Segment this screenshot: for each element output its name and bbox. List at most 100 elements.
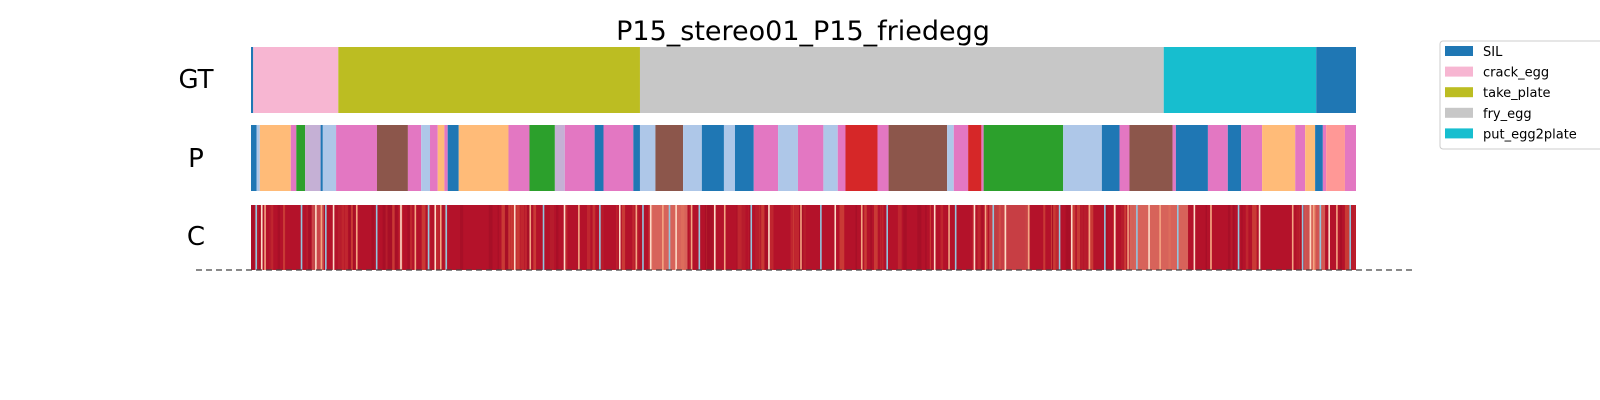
confidence-low-mark bbox=[690, 205, 693, 270]
confidence-texture bbox=[407, 205, 413, 270]
confidence-texture bbox=[501, 205, 505, 270]
confidence-texture bbox=[632, 205, 637, 270]
confidence-texture bbox=[616, 205, 618, 270]
pred-segment bbox=[290, 125, 297, 191]
confidence-texture bbox=[986, 205, 988, 270]
legend-label: put_egg2plate bbox=[1483, 127, 1577, 142]
confidence-texture bbox=[371, 205, 375, 270]
confidence-texture bbox=[593, 205, 595, 270]
confidence-texture bbox=[346, 205, 348, 270]
confidence-texture bbox=[421, 205, 426, 270]
confidence-low-mark bbox=[954, 205, 957, 270]
pred-segment bbox=[983, 125, 1064, 191]
confidence-texture bbox=[1050, 205, 1056, 270]
confidence-low-mark bbox=[1336, 205, 1338, 270]
row-label-p: P bbox=[188, 144, 204, 174]
pred-segment bbox=[837, 125, 846, 191]
confidence-texture bbox=[873, 205, 878, 270]
confidence-low-mark bbox=[439, 205, 442, 270]
confidence-texture bbox=[1120, 205, 1125, 270]
confidence-texture bbox=[435, 205, 441, 270]
confidence-low-mark bbox=[255, 205, 258, 270]
confidence-texture bbox=[1076, 205, 1081, 270]
gt-segment bbox=[1316, 47, 1356, 113]
legend: SIL crack_egg take_plate fry_egg put_egg2pla… bbox=[1439, 40, 1600, 150]
pred-segment bbox=[554, 125, 565, 191]
confidence-low-mark bbox=[325, 205, 327, 270]
pred-segment bbox=[407, 125, 422, 191]
pred-segment bbox=[430, 125, 438, 191]
confidence-low-mark bbox=[698, 205, 701, 270]
confidence-low-mark bbox=[563, 205, 566, 270]
confidence-texture bbox=[522, 205, 525, 270]
confidence-texture bbox=[1350, 205, 1355, 270]
pred-segment bbox=[683, 125, 702, 191]
pred-segment bbox=[639, 125, 656, 191]
confidence-low-mark bbox=[1027, 205, 1030, 270]
confidence-texture bbox=[929, 205, 931, 270]
pred-segment bbox=[1129, 125, 1173, 191]
confidence-low-mark bbox=[1159, 205, 1161, 270]
confidence-low-mark bbox=[542, 205, 545, 270]
row-label-gt: GT bbox=[178, 65, 213, 95]
confidence-texture bbox=[1340, 205, 1343, 270]
confidence-texture bbox=[880, 205, 883, 270]
confidence-texture bbox=[508, 205, 511, 270]
confidence-texture bbox=[1232, 205, 1235, 270]
confidence-texture bbox=[277, 205, 281, 270]
legend-swatch bbox=[1445, 66, 1473, 77]
confidence-low-mark bbox=[1058, 205, 1061, 270]
confidence-low-mark bbox=[300, 205, 303, 270]
confidence-texture bbox=[737, 205, 743, 270]
pred-segment bbox=[251, 125, 257, 191]
confidence-texture bbox=[741, 205, 746, 270]
confidence-low-mark bbox=[1193, 205, 1196, 270]
confidence-low-mark bbox=[375, 205, 378, 270]
confidence-texture bbox=[925, 205, 927, 270]
confidence-texture bbox=[749, 205, 752, 270]
ground-truth-row bbox=[251, 47, 1356, 113]
pred-segment bbox=[701, 125, 724, 191]
confidence-texture bbox=[1051, 205, 1054, 270]
confidence-texture bbox=[512, 205, 515, 270]
confidence-texture bbox=[897, 205, 902, 270]
confidence-texture bbox=[790, 205, 794, 270]
confidence-texture bbox=[1112, 205, 1115, 270]
confidence-low-mark bbox=[948, 205, 950, 270]
legend-swatch bbox=[1445, 107, 1473, 118]
confidence-texture bbox=[269, 205, 273, 270]
legend-frame bbox=[1439, 40, 1600, 150]
confidence-texture bbox=[981, 205, 983, 270]
pred-segment bbox=[753, 125, 779, 191]
confidence-low-mark bbox=[714, 205, 716, 270]
gt-segment bbox=[338, 47, 640, 113]
confidence-low-mark bbox=[1088, 205, 1091, 270]
confidence-low-mark bbox=[434, 205, 437, 270]
confidence-texture bbox=[271, 205, 274, 270]
confidence-low-mark bbox=[529, 205, 532, 270]
confidence-texture bbox=[510, 205, 513, 270]
confidence-low-mark bbox=[1176, 205, 1179, 270]
confidence-texture bbox=[598, 205, 604, 270]
pred-segment bbox=[723, 125, 735, 191]
legend-swatch bbox=[1445, 128, 1473, 139]
confidence-low-mark bbox=[649, 205, 652, 270]
pred-segment bbox=[336, 125, 377, 191]
pred-segment bbox=[603, 125, 634, 191]
confidence-low-mark bbox=[723, 205, 726, 270]
pred-segment bbox=[458, 125, 509, 191]
confidence-low-mark bbox=[1104, 205, 1106, 270]
confidence-texture bbox=[1296, 205, 1299, 270]
confidence-low-mark bbox=[320, 205, 323, 270]
confidence-low-mark bbox=[675, 205, 677, 270]
confidence-low-mark bbox=[768, 205, 770, 270]
confidence-low-mark bbox=[860, 205, 863, 270]
pred-segment bbox=[256, 125, 260, 191]
pred-segment bbox=[877, 125, 889, 191]
confidence-low-mark bbox=[984, 205, 987, 270]
confidence-texture bbox=[688, 205, 691, 270]
confidence-texture bbox=[972, 205, 975, 270]
pred-segment bbox=[508, 125, 530, 191]
confidence-texture bbox=[382, 205, 386, 270]
